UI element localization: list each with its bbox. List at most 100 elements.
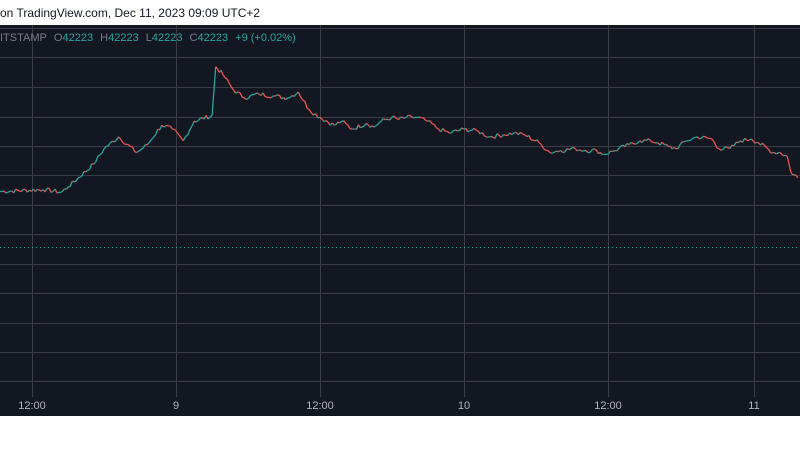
price-segment (258, 93, 262, 97)
price-segment (319, 116, 323, 120)
price-segment (402, 116, 405, 119)
price-segment (337, 121, 340, 124)
price-segment (752, 140, 756, 144)
price-segment (400, 116, 403, 119)
price-segment (128, 144, 132, 148)
price-segment (26, 189, 30, 193)
price-segment (112, 140, 115, 143)
price-segment (60, 190, 64, 193)
attribution-bar: on TradingView.com, Dec 11, 2023 09:09 U… (0, 0, 800, 25)
price-segment (281, 96, 284, 100)
price-segment (616, 147, 620, 152)
price-segment (560, 150, 564, 153)
price-segment (310, 112, 314, 116)
price-segment (17, 189, 20, 192)
price-segment (520, 131, 524, 135)
price-segment (628, 142, 632, 146)
price-segment (34, 189, 38, 192)
price-segment (577, 149, 580, 152)
price-segment (21, 188, 25, 192)
price-segment (293, 93, 297, 97)
price-segment (325, 120, 329, 123)
price-segment (197, 118, 201, 121)
price-segment (481, 132, 486, 137)
price-segment (725, 145, 728, 149)
price-segment (228, 83, 233, 88)
price-segment (85, 169, 89, 173)
price-segment (677, 144, 681, 150)
price-segment (215, 66, 219, 70)
price-segment (422, 117, 427, 121)
price-segment (442, 128, 446, 132)
price-segment (727, 146, 731, 150)
price-segment (607, 150, 611, 155)
price-segment (528, 135, 532, 141)
price-segment (176, 131, 180, 136)
price-segment (612, 149, 615, 153)
price-segment (748, 138, 752, 141)
price-segment (644, 139, 647, 142)
price-segment (768, 149, 772, 154)
price-segment (321, 118, 325, 122)
price-segment (118, 136, 122, 140)
price-segment (774, 152, 777, 155)
price-segment (126, 143, 129, 146)
price-segment (794, 173, 797, 177)
price-segment (354, 128, 357, 131)
price-segment (549, 151, 553, 154)
price-segment (395, 117, 398, 120)
x-tick-label: 12:00 (594, 400, 622, 412)
price-segment (50, 190, 54, 194)
price-segment (23, 188, 26, 191)
price-segment (138, 148, 142, 152)
price-segment (490, 135, 494, 138)
price-segment (431, 123, 435, 126)
chart-area[interactable]: ITSTAMP O42223 H42223 L42223 C42223 +9 (… (0, 25, 800, 397)
price-segment (463, 127, 467, 130)
price-segment (230, 86, 235, 91)
price-segment (222, 74, 226, 79)
price-segment (29, 189, 32, 192)
price-segment (75, 177, 79, 182)
price-chart[interactable] (0, 25, 800, 397)
price-segment (696, 136, 700, 140)
price-segment (278, 94, 282, 100)
price-segment (146, 141, 150, 146)
price-segment (107, 142, 111, 147)
price-segment (594, 148, 598, 152)
legend-open-label: O (53, 32, 63, 44)
price-segment (349, 127, 353, 130)
price-segment (731, 144, 735, 147)
legend-open-value: 42223 (62, 32, 94, 44)
price-segment (369, 125, 373, 128)
price-segment (781, 153, 784, 157)
price-segment (405, 114, 409, 118)
price-segment (505, 134, 508, 137)
price-segment (220, 70, 224, 75)
legend-change: +9 (+0.02%) (235, 32, 296, 44)
x-tick-label: 12:00 (18, 400, 46, 412)
time-axis[interactable]: 12:00 9 12:00 10 12:00 11 (0, 397, 800, 416)
price-segment (247, 94, 252, 99)
price-segment (334, 123, 337, 126)
price-segment (671, 147, 675, 150)
price-segment (213, 66, 217, 91)
price-segment (511, 132, 515, 136)
price-segment (375, 124, 378, 127)
price-segment (534, 139, 538, 142)
price-segment (630, 141, 634, 145)
price-segment (564, 148, 568, 153)
price-segment (382, 118, 386, 121)
x-tick-label: 11 (748, 400, 760, 412)
price-segment (99, 152, 103, 156)
price-segment (299, 96, 304, 101)
price-segment (136, 150, 140, 154)
legend-high-value: 42223 (108, 32, 139, 44)
price-segment (673, 147, 677, 150)
price-segment (471, 127, 475, 131)
price-segment (132, 146, 136, 152)
price-segment (289, 95, 293, 99)
price-segment (315, 113, 319, 119)
price-segment (690, 137, 694, 141)
price-segment (547, 150, 551, 153)
